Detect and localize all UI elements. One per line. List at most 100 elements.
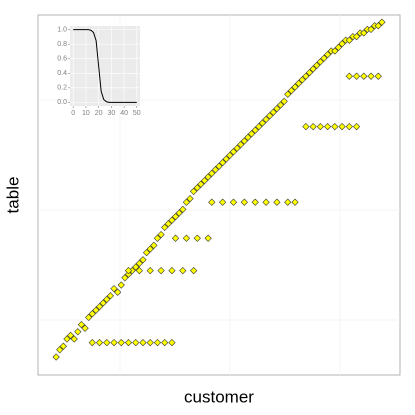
point bbox=[142, 248, 151, 257]
point bbox=[59, 342, 67, 350]
point bbox=[367, 25, 375, 34]
point bbox=[374, 72, 382, 80]
point bbox=[56, 346, 64, 354]
y-axis-title: table bbox=[3, 177, 22, 214]
point bbox=[262, 198, 270, 206]
point bbox=[284, 90, 292, 98]
point bbox=[193, 184, 201, 192]
point bbox=[229, 198, 238, 206]
point bbox=[273, 104, 281, 113]
inset-line bbox=[73, 29, 137, 103]
point bbox=[132, 263, 140, 271]
point bbox=[360, 72, 368, 80]
point bbox=[258, 119, 267, 127]
point bbox=[334, 43, 343, 52]
point bbox=[135, 259, 143, 268]
point bbox=[280, 97, 288, 106]
point bbox=[85, 313, 93, 322]
point bbox=[284, 198, 292, 206]
point bbox=[190, 187, 198, 196]
point bbox=[157, 266, 165, 275]
point bbox=[208, 198, 216, 206]
inset-x-tick-label: 50 bbox=[133, 110, 141, 117]
inset-y-tick-label: 0.2 bbox=[57, 85, 67, 92]
inset-panel bbox=[70, 26, 140, 106]
point bbox=[95, 338, 104, 347]
point bbox=[338, 122, 346, 131]
inset-y-tick-label: 0.4 bbox=[57, 70, 67, 77]
point bbox=[103, 338, 111, 347]
point bbox=[190, 266, 198, 275]
point bbox=[193, 234, 201, 242]
point bbox=[360, 29, 368, 37]
point bbox=[74, 328, 82, 336]
point bbox=[345, 72, 353, 80]
point bbox=[117, 281, 125, 289]
point bbox=[244, 133, 252, 142]
point bbox=[302, 122, 310, 131]
point bbox=[186, 194, 194, 203]
point bbox=[273, 198, 281, 206]
point bbox=[367, 72, 375, 80]
point bbox=[124, 338, 133, 347]
point bbox=[222, 155, 230, 163]
point bbox=[233, 144, 241, 152]
point bbox=[316, 122, 324, 131]
point bbox=[204, 234, 212, 242]
point bbox=[251, 198, 259, 206]
point bbox=[302, 72, 310, 80]
point bbox=[139, 338, 147, 347]
point bbox=[168, 266, 176, 275]
point bbox=[139, 256, 147, 264]
point bbox=[295, 79, 303, 88]
point bbox=[88, 338, 96, 347]
point bbox=[240, 198, 248, 206]
point bbox=[309, 65, 317, 73]
point bbox=[135, 266, 143, 275]
point bbox=[132, 338, 140, 347]
point bbox=[153, 234, 162, 242]
point bbox=[164, 220, 172, 228]
point bbox=[218, 158, 227, 167]
inset-x-tick-label: 10 bbox=[82, 110, 90, 117]
point bbox=[211, 166, 220, 174]
point bbox=[331, 47, 339, 55]
point bbox=[168, 216, 176, 224]
point bbox=[240, 137, 248, 145]
inset-y-tick-label: 0.6 bbox=[57, 56, 67, 63]
point bbox=[66, 331, 75, 340]
point bbox=[226, 151, 234, 160]
inset-x-tick-label: 0 bbox=[71, 110, 75, 117]
point bbox=[251, 126, 259, 134]
point bbox=[215, 162, 223, 170]
point bbox=[291, 83, 299, 91]
point bbox=[77, 320, 86, 329]
point bbox=[255, 122, 263, 131]
inset-x-tick-label: 20 bbox=[95, 110, 103, 117]
point bbox=[204, 173, 212, 181]
point bbox=[171, 234, 180, 242]
point bbox=[378, 18, 386, 26]
point bbox=[63, 335, 71, 343]
point bbox=[374, 22, 382, 30]
point bbox=[146, 266, 154, 275]
point bbox=[99, 299, 107, 307]
point bbox=[161, 338, 169, 347]
point bbox=[323, 122, 332, 131]
point bbox=[276, 101, 285, 109]
point bbox=[168, 338, 176, 347]
point bbox=[197, 180, 205, 188]
point bbox=[305, 68, 314, 77]
point bbox=[182, 198, 191, 206]
inset-x-tick-label: 40 bbox=[120, 110, 128, 117]
point bbox=[117, 338, 125, 347]
point bbox=[70, 335, 78, 343]
inset-y-tick-label: 0.8 bbox=[57, 41, 67, 48]
point bbox=[157, 230, 165, 239]
point bbox=[338, 40, 346, 48]
point bbox=[262, 115, 270, 124]
point bbox=[110, 338, 118, 347]
point bbox=[175, 209, 183, 217]
